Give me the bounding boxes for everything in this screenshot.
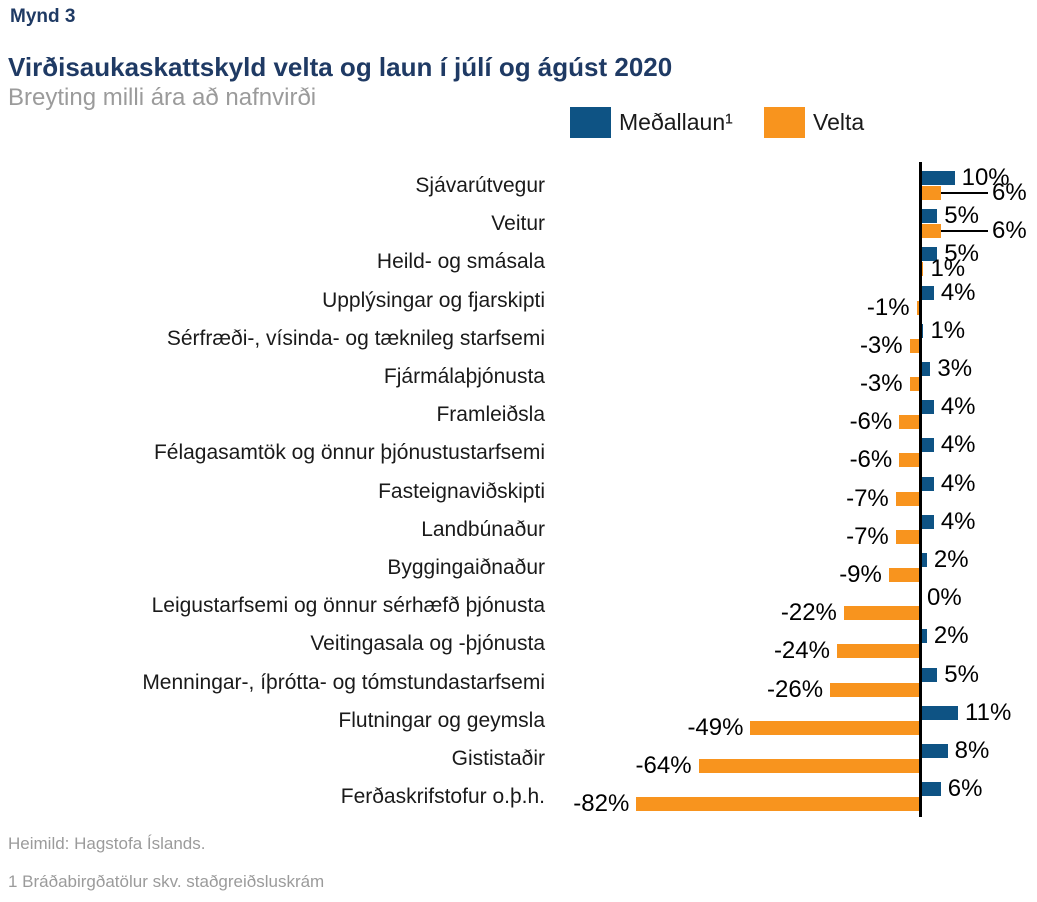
chart-subtitle: Breyting milli ára að nafnvirði [8, 84, 317, 111]
turnover-bar [830, 682, 920, 697]
wages-value-label: 5% [944, 240, 979, 268]
category-label: Flutningar og geymsla [338, 708, 545, 732]
turnover-bar [895, 529, 920, 544]
turnover-bar [843, 606, 920, 621]
turnover-bar [909, 338, 920, 353]
category-label: Veitur [491, 212, 545, 236]
wages-value-label: 4% [940, 278, 976, 306]
category-label: Framleiðsla [436, 403, 545, 427]
wages-value-label: 3% [937, 355, 973, 382]
category-label: Fasteignaviðskipti [378, 479, 545, 503]
turnover-value-label: -6% [849, 446, 893, 474]
turnover-bar [636, 797, 920, 812]
wages-value-label: 1% [930, 316, 966, 344]
wages-bar [920, 705, 959, 720]
category-label: Veitingasala og -þjónusta [310, 632, 545, 656]
turnover-value-label: -24% [773, 637, 830, 665]
legend-label-turnover: Velta [813, 109, 865, 135]
turnover-bar [909, 377, 920, 391]
wages-value-label: 5% [944, 660, 979, 688]
category-label: Landbúnaður [421, 517, 545, 541]
turnover-value-label: -49% [687, 713, 744, 741]
wages-value-label: 8% [954, 737, 990, 764]
wages-value-label: 2% [933, 546, 969, 573]
turnover-value-label: 1% [930, 255, 966, 283]
wages-bar [920, 476, 934, 491]
wages-bar [920, 514, 934, 529]
wages-value-label: 11% [965, 698, 1012, 726]
turnover-bar [750, 720, 920, 735]
wages-bar [920, 171, 955, 185]
turnover-bar [899, 453, 920, 468]
legend-swatch-turnover [764, 107, 805, 138]
wages-bar [920, 744, 948, 758]
turnover-bar [895, 491, 920, 506]
wages-value-label: 4% [940, 393, 976, 421]
turnover-bar [888, 568, 920, 582]
wages-bar [920, 362, 931, 376]
wages-bar [920, 285, 934, 300]
category-label: Upplýsingar og fjarskipti [322, 288, 545, 312]
turnover-value-label: -1% [866, 293, 910, 321]
wages-bar [920, 438, 934, 453]
category-label: Gististaðir [451, 747, 545, 770]
turnover-bar [899, 415, 920, 430]
turnover-bar [920, 224, 941, 239]
turnover-value-label: -22% [780, 599, 837, 627]
leader-line [940, 230, 988, 233]
turnover-bar [916, 300, 920, 315]
category-label: Fjármálaþjónusta [383, 365, 545, 388]
wages-value-label: 4% [940, 507, 976, 535]
turnover-value-label: -26% [767, 675, 824, 703]
wages-value-label: 6% [947, 775, 983, 803]
wages-bar [920, 247, 938, 262]
turnover-bar [920, 186, 941, 200]
category-label: Byggingaiðnaður [387, 556, 545, 579]
footnote-text: 1 Bráðabirgðatölur skv. staðgreiðsluskrá… [8, 872, 325, 891]
wages-bar [920, 400, 934, 415]
turnover-value-label: -82% [573, 790, 630, 818]
legend-swatch-wages [570, 107, 611, 138]
wages-value-label: 2% [933, 622, 969, 650]
leader-line [940, 192, 988, 194]
turnover-value-label: -3% [859, 370, 903, 397]
wages-value-label: 5% [944, 202, 979, 230]
category-label: Ferðaskrifstofur o.þ.h. [340, 785, 545, 809]
wages-bar [920, 782, 941, 797]
legend-label-wages: Meðallaun¹ [619, 109, 733, 135]
turnover-value-label: 6% [992, 179, 1027, 206]
category-label: Heild- og smásala [376, 250, 545, 274]
turnover-bar [698, 759, 920, 773]
wages-bar [920, 209, 938, 224]
turnover-value-label: -3% [859, 331, 903, 359]
turnover-value-label: -7% [846, 484, 889, 512]
turnover-value-label: -7% [846, 522, 889, 550]
chart-title: Virðisaukaskattskyld velta og laun í júl… [8, 52, 673, 82]
figure-number-label: Mynd 3 [10, 6, 76, 27]
value-axis-line [919, 162, 922, 817]
category-label: Menningar-, íþrótta- og tómstundastarfse… [142, 670, 545, 694]
wages-value-label: 4% [940, 431, 976, 459]
category-label: Félagasamtök og önnur þjónustustarfsemi [153, 441, 545, 465]
wages-value-label: 10% [961, 164, 1010, 191]
wages-bar [920, 553, 927, 567]
turnover-value-label: 6% [992, 217, 1027, 245]
category-label: Leigustarfsemi og önnur sérhæfð þjónusta [151, 594, 545, 618]
wages-bar [920, 629, 927, 644]
category-label: Sérfræði-, vísinda- og tæknileg starfsem… [166, 326, 545, 350]
turnover-bar [836, 644, 920, 659]
source-text: Heimild: Hagstofa Íslands. [8, 834, 206, 853]
turnover-value-label: -9% [839, 561, 882, 588]
turnover-value-label: -6% [849, 408, 893, 436]
wages-value-label: 0% [927, 584, 962, 612]
turnover-value-label: -64% [635, 752, 692, 779]
wages-value-label: 4% [940, 469, 976, 497]
category-label: Sjávarútvegur [415, 174, 545, 197]
wages-bar [920, 667, 938, 682]
